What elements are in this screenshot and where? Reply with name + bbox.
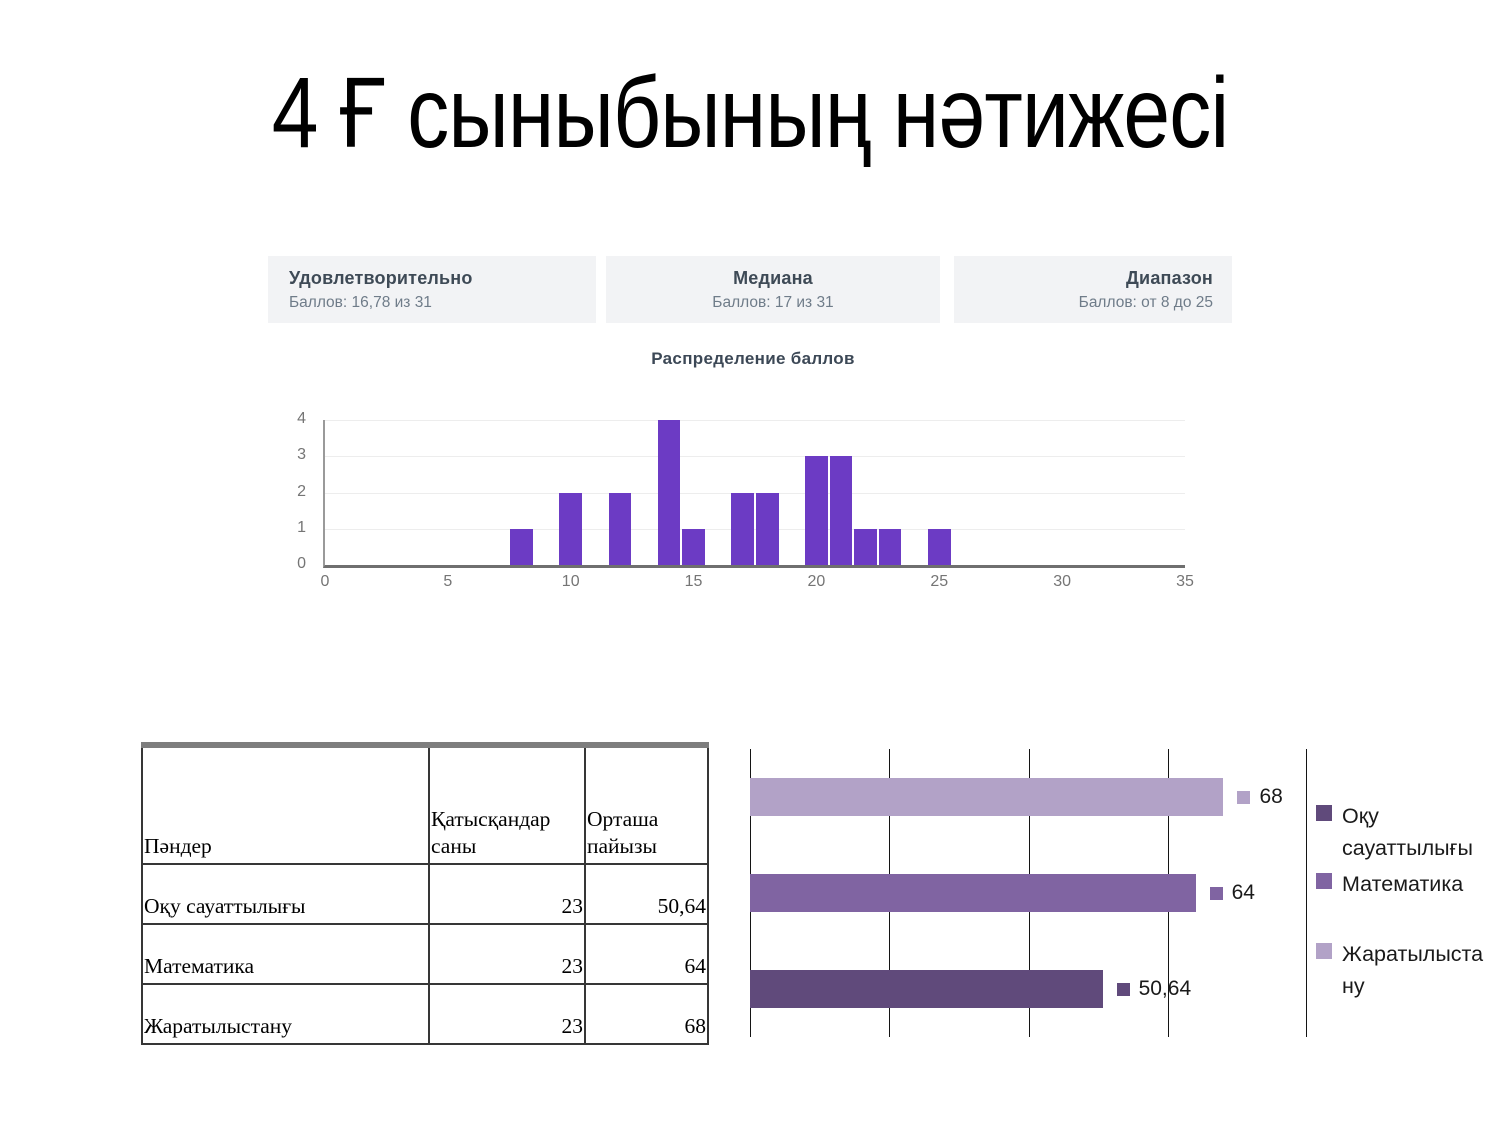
histogram-bar bbox=[682, 528, 705, 565]
value-cell: 23 bbox=[428, 923, 586, 985]
bar-chart-legend: Оқу сауаттылығы Математика Жаратылыста ну bbox=[1316, 800, 1500, 1040]
histogram-bar bbox=[755, 492, 779, 565]
value-cell: 64 bbox=[584, 923, 709, 985]
histogram-x-tick-label: 35 bbox=[1176, 573, 1194, 590]
histogram-bar bbox=[559, 492, 582, 565]
bar-chart-plot: 68 64 50,64 bbox=[750, 749, 1307, 1037]
legend-label-line: сауаттылығы bbox=[1342, 836, 1473, 861]
legend-entry-label: Жаратылыста ну bbox=[1342, 938, 1483, 1003]
subject-cell: Оқу сауаттылығы bbox=[141, 863, 430, 925]
legend-label-line: Жаратылыста bbox=[1342, 942, 1484, 966]
stats-row: Удовлетворительно Баллов: 16,78 из 31 Ме… bbox=[268, 256, 1232, 323]
bar-chart-bar bbox=[750, 874, 1196, 912]
legend-key-icon bbox=[1116, 982, 1130, 996]
histogram-bar bbox=[657, 420, 681, 565]
histogram-bar bbox=[854, 528, 877, 565]
legend-key-icon bbox=[1209, 886, 1223, 900]
stat-card-range-value: Баллов: от 8 до 25 bbox=[1078, 293, 1213, 311]
bar-chart-bar bbox=[750, 778, 1224, 816]
histogram-bar bbox=[731, 492, 754, 565]
bar-value-text: 68 bbox=[1259, 785, 1283, 808]
histogram-x-tick-label: 0 bbox=[320, 573, 330, 590]
histogram-gridline bbox=[325, 456, 1185, 458]
column-header-subjects: Пәндер bbox=[141, 744, 430, 865]
histogram-x-axis-labels: 0 5 10 15 20 25 30 35 bbox=[321, 573, 1194, 593]
bar-value-label: 50,64 bbox=[1116, 977, 1192, 1000]
stat-card-average: Удовлетворительно Баллов: 16,78 из 31 bbox=[268, 256, 596, 323]
bar-value-label: 64 bbox=[1209, 881, 1255, 904]
stat-card-average-title: Удовлетворительно bbox=[289, 268, 473, 288]
subjects-table-body: Оқу сауаттылығы 23 50,64 Математика 23 64 Жара… bbox=[141, 863, 709, 1045]
value-cell: 50,64 bbox=[584, 863, 709, 925]
histogram-bar bbox=[510, 528, 533, 565]
stat-card-range-title: Диапазон bbox=[1126, 268, 1213, 288]
histogram-gridline bbox=[325, 420, 1185, 421]
histogram-gridline bbox=[325, 492, 1185, 494]
legend-entry: Оқу сауаттылығы bbox=[1316, 800, 1473, 865]
subjects-table: Пәндер Қатысқандар саны Орташа пайызы Оқ… bbox=[141, 742, 709, 1045]
table-row: Математика 23 64 bbox=[141, 923, 709, 985]
legend-key-icon bbox=[1316, 873, 1332, 889]
histogram-y-tick-label: 2 bbox=[297, 482, 306, 500]
histogram-x-tick-label: 20 bbox=[807, 573, 826, 590]
subject-cell: Жаратылыстану bbox=[141, 983, 430, 1045]
stat-card-median-value: Баллов: 17 из 31 bbox=[712, 293, 834, 311]
histogram-y-tick-label: 0 bbox=[297, 555, 306, 572]
legend-key-icon bbox=[1237, 790, 1251, 804]
legend-label-line: Оқу bbox=[1342, 804, 1379, 828]
histogram-bar bbox=[829, 456, 853, 565]
subject-cell: Математика bbox=[141, 923, 430, 985]
histogram-x-tick-label: 10 bbox=[561, 573, 580, 590]
histogram-gridline bbox=[325, 528, 1185, 530]
subjects-table-header-row: Пәндер Қатысқандар саны Орташа пайызы bbox=[141, 744, 709, 865]
histogram-y-tick-label: 1 bbox=[297, 518, 306, 536]
histogram-y-tick-label: 4 bbox=[297, 410, 306, 427]
histogram-x-tick-label: 15 bbox=[684, 573, 703, 590]
histogram-y-tick-label: 3 bbox=[297, 446, 306, 464]
bar-chart-gridline bbox=[1306, 749, 1307, 1037]
page-title: 4 Ғ сыныбының нәтижесі bbox=[271, 57, 1229, 169]
histogram-bar bbox=[608, 492, 632, 565]
legend-entry: Математика bbox=[1316, 868, 1463, 900]
histogram-title: Распределение баллов bbox=[651, 349, 855, 368]
value-cell: 68 bbox=[584, 983, 709, 1045]
value-cell: 23 bbox=[428, 983, 586, 1045]
histogram-x-tick-label: 5 bbox=[443, 573, 453, 590]
histogram-bar bbox=[927, 528, 951, 565]
value-cell: 23 bbox=[428, 863, 586, 925]
stat-card-range: Диапазон Баллов: от 8 до 25 bbox=[954, 256, 1232, 323]
histogram-x-tick-label: 25 bbox=[930, 573, 949, 590]
histogram-bar bbox=[878, 528, 902, 565]
stat-card-median-title: Медиана bbox=[733, 268, 813, 288]
bar-value-text: 64 bbox=[1231, 881, 1255, 904]
histogram-plot bbox=[323, 420, 1185, 568]
legend-key-icon bbox=[1316, 943, 1332, 959]
legend-key-icon bbox=[1316, 805, 1332, 821]
column-header-participants: Қатысқандар саны bbox=[428, 744, 586, 865]
stat-card-median: Медиана Баллов: 17 из 31 bbox=[606, 256, 940, 323]
table-row: Жаратылыстану 23 68 bbox=[141, 983, 709, 1045]
table-row: Оқу сауаттылығы 23 50,64 bbox=[141, 863, 709, 925]
legend-entry-label: Оқу сауаттылығы bbox=[1342, 800, 1473, 865]
legend-label-line: Математика bbox=[1342, 872, 1464, 896]
histogram-x-tick-label: 30 bbox=[1053, 573, 1072, 590]
bar-value-text: 50,64 bbox=[1138, 977, 1192, 1000]
legend-entry-label: Математика bbox=[1342, 868, 1463, 900]
stat-card-average-value: Баллов: 16,78 из 31 bbox=[289, 293, 432, 311]
column-header-average-percent: Орташа пайызы bbox=[584, 744, 709, 865]
histogram-bar bbox=[805, 456, 828, 565]
legend-entry: Жаратылыста ну bbox=[1316, 938, 1483, 1003]
legend-label-line: ну bbox=[1342, 974, 1365, 999]
bar-chart-bar bbox=[750, 970, 1103, 1008]
bar-value-label: 68 bbox=[1237, 785, 1283, 808]
histogram-y-axis-labels: 0 1 2 3 4 bbox=[280, 410, 314, 572]
